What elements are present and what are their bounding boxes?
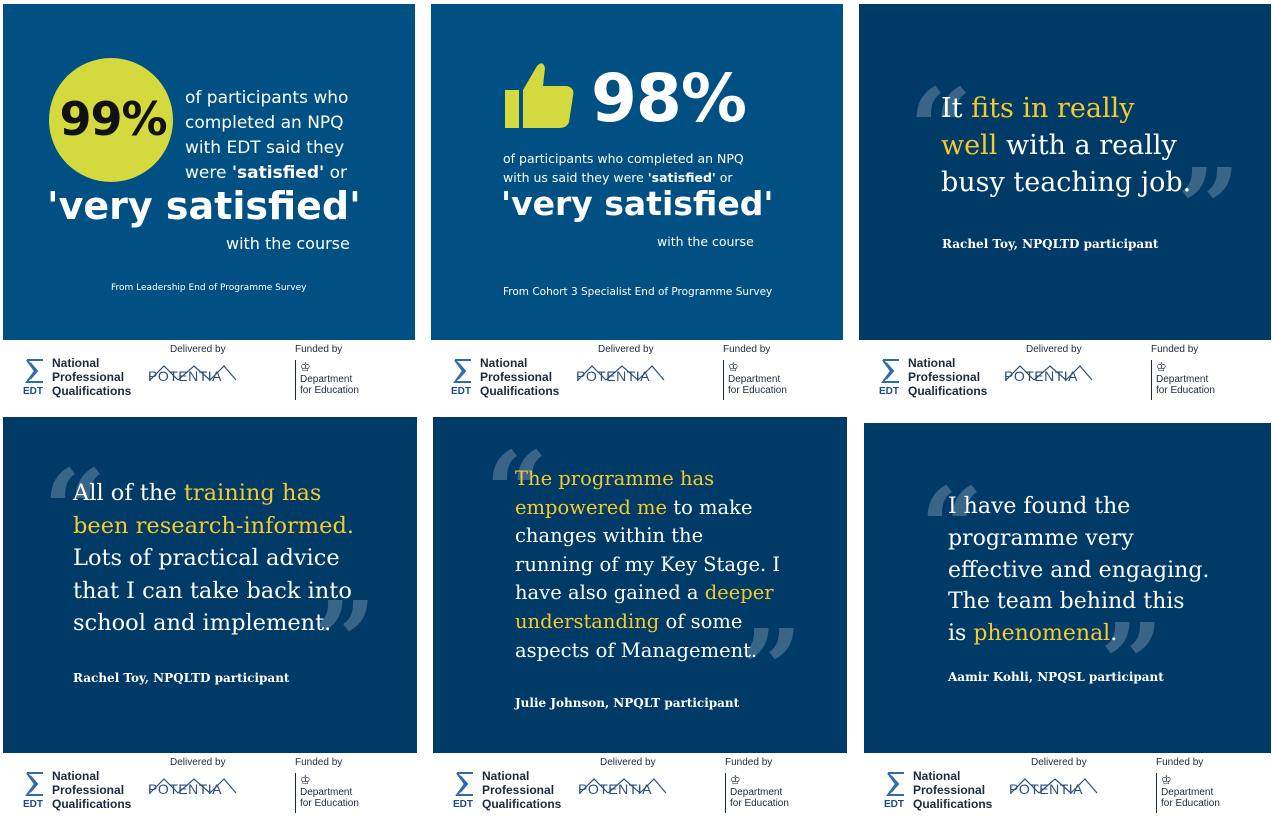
delivered-by-block: Delivered by POTENTIA — [578, 757, 688, 797]
dfe-logo: ♔ Department for Education — [1151, 360, 1215, 400]
crest-icon: ♔ — [1156, 360, 1167, 374]
partner-footer: EDT National Professional Qualifications D… — [431, 340, 843, 408]
crest-icon: ♔ — [300, 773, 311, 787]
npq-logo: EDT National Professional Qualifications — [879, 356, 988, 398]
funded-by-block: Funded by ♔ Department for Education — [295, 344, 405, 400]
crest-icon: ♔ — [1161, 773, 1172, 787]
stat-description: of participants who completed an NPQ wit… — [503, 151, 744, 185]
sigma-logo-icon — [25, 772, 43, 796]
delivered-by-block: Delivered by POTENTIA — [148, 757, 258, 797]
quote-text: The programme has empowered me to make c… — [515, 467, 781, 662]
crest-icon: ♔ — [728, 360, 739, 374]
stat-panel: 98% of participants who completed an NPQ… — [431, 4, 843, 340]
dfe-logo: ♔ Department for Education — [725, 773, 789, 813]
close-quote-icon: ” — [1100, 599, 1164, 728]
dfe-logo: ♔ Department for Education — [295, 360, 359, 400]
quote-card-rachel-1: “ ” It fits in really well with a really… — [859, 4, 1271, 408]
survey-source: From Leadership End of Programme Survey — [111, 283, 307, 293]
sigma-logo-icon — [453, 359, 471, 383]
stat-description: of participants who completed an NPQ wit… — [185, 88, 349, 183]
funded-by-block: Funded by ♔ Department for Education — [295, 757, 405, 813]
quote-card-rachel-2: “ ” All of the training has been researc… — [3, 417, 417, 822]
delivered-by-block: Delivered by POTENTIA — [1004, 344, 1114, 384]
quote-card-julie: “ ” The programme has empowered me to ma… — [433, 417, 847, 822]
funded-by-block: Funded by ♔ Department for Education — [1151, 344, 1261, 400]
open-quote-icon: “ — [920, 463, 984, 592]
partner-footer: EDT National Professional Qualifications D… — [864, 753, 1271, 822]
sigma-logo-icon — [455, 772, 473, 796]
quote-text: All of the training has been research-in… — [73, 480, 354, 636]
quote-panel: “ ” It fits in really well with a really… — [859, 4, 1271, 340]
stat-card-98: 98% of participants who completed an NPQ… — [431, 4, 843, 408]
partner-footer: EDT National Professional Qualifications D… — [3, 753, 417, 822]
partner-footer: EDT National Professional Qualifications D… — [433, 753, 847, 822]
tsh-roof-icon — [149, 778, 237, 794]
tsh-roof-icon — [577, 365, 665, 381]
quote-card-aamir: “ ” I have found the programme very effe… — [864, 423, 1271, 822]
stat-panel: 99% of participants who completed an NPQ… — [3, 4, 415, 340]
crest-icon: ♔ — [300, 360, 311, 374]
crest-icon: ♔ — [730, 773, 741, 787]
open-quote-icon: “ — [485, 427, 549, 556]
delivered-by-block: Delivered by POTENTIA — [576, 344, 686, 384]
npq-logo: EDT National Professional Qualifications — [451, 356, 560, 398]
tsh-roof-icon — [579, 778, 667, 794]
thumbs-up-icon — [505, 63, 574, 128]
npq-logo: EDT National Professional Qualifications — [23, 769, 132, 811]
close-quote-icon: ” — [313, 577, 377, 706]
partner-footer: EDT National Professional Qualifications D… — [859, 340, 1271, 408]
tail-text: with the course — [226, 234, 350, 253]
delivered-by-block: Delivered by POTENTIA — [148, 344, 258, 384]
open-quote-icon: “ — [43, 445, 107, 574]
dfe-logo: ♔ Department for Education — [295, 773, 359, 813]
quote-attribution: Aamir Kohli, NPQSL participant — [948, 670, 1164, 684]
tsh-roof-icon — [149, 365, 237, 381]
tsh-roof-icon — [1010, 778, 1098, 794]
big-phrase: 'very satisfied' — [47, 184, 361, 228]
close-quote-icon: ” — [739, 605, 803, 734]
quote-attribution: Rachel Toy, NPQLTD participant — [73, 671, 290, 685]
survey-source: From Cohort 3 Specialist End of Programm… — [503, 286, 773, 298]
delivered-by-block: Delivered by POTENTIA — [1009, 757, 1119, 797]
quote-attribution: Julie Johnson, NPQLT participant — [515, 696, 740, 710]
npq-logo: EDT National Professional Qualifications — [23, 356, 132, 398]
sigma-logo-icon — [25, 359, 43, 383]
sigma-logo-icon — [886, 772, 904, 796]
stat-value: 98% — [591, 60, 747, 137]
funded-by-block: Funded by ♔ Department for Education — [723, 344, 833, 400]
tail-text: with the course — [657, 234, 754, 249]
big-phrase: 'very satisfied' — [501, 184, 774, 223]
close-quote-icon: ” — [1177, 144, 1241, 273]
dfe-logo: ♔ Department for Education — [723, 360, 787, 400]
open-quote-icon: “ — [909, 64, 973, 193]
sigma-logo-icon — [881, 359, 899, 383]
partner-footer: EDT National Professional Qualifications D… — [3, 340, 415, 408]
quote-text: It fits in really well with a really bus… — [941, 93, 1192, 198]
funded-by-block: Funded by ♔ Department for Education — [1156, 757, 1266, 813]
tsh-roof-icon — [1005, 365, 1093, 381]
quote-panel: “ ” The programme has empowered me to ma… — [433, 417, 847, 753]
quote-panel: “ ” I have found the programme very effe… — [864, 423, 1271, 753]
stat-card-99: 99% of participants who completed an NPQ… — [3, 4, 415, 408]
quote-panel: “ ” All of the training has been researc… — [3, 417, 417, 753]
quote-text: I have found the programme very effectiv… — [948, 494, 1210, 647]
dfe-logo: ♔ Department for Education — [1156, 773, 1220, 813]
quote-attribution: Rachel Toy, NPQLTD participant — [942, 237, 1159, 251]
funded-by-block: Funded by ♔ Department for Education — [725, 757, 835, 813]
npq-logo: EDT National Professional Qualifications — [453, 769, 562, 811]
highlight-circle — [49, 58, 173, 182]
stat-value: 99% — [59, 92, 167, 146]
npq-logo: EDT National Professional Qualifications — [884, 769, 993, 811]
